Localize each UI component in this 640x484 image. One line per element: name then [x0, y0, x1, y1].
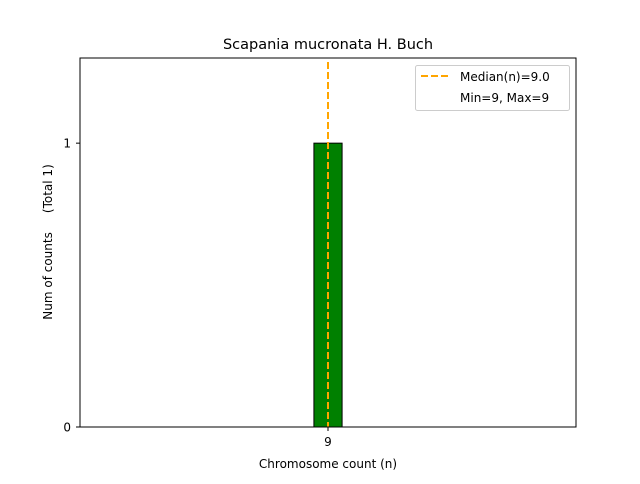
y-axis-label: Num of counts (Total 1) [41, 164, 55, 319]
y-tick-label-0: 0 [63, 421, 71, 435]
x-axis-label: Chromosome count (n) [259, 457, 397, 471]
chart-title: Scapania mucronata H. Buch [223, 37, 433, 53]
y-tick-label-1: 1 [63, 137, 71, 151]
plot-area: 9 0 1 [63, 57, 577, 449]
legend-box [415, 65, 570, 111]
legend-entry-median: Median(n)=9.0 [460, 70, 550, 84]
x-tick-label-9: 9 [324, 435, 332, 449]
legend-entry-minmax: Min=9, Max=9 [460, 91, 549, 105]
legend: Median(n)=9.0 Min=9, Max=9 [415, 65, 570, 111]
